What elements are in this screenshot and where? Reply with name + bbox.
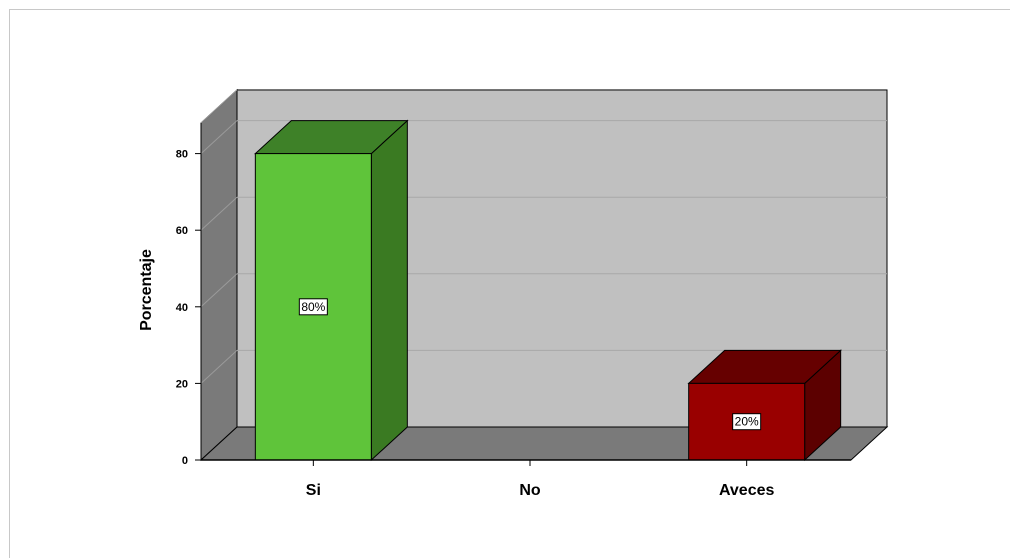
chart-frame [9, 9, 1010, 558]
left-wall [200, 88, 238, 462]
labels: 80% Si No 20% Aveces 0 20 40 60 80 [176, 149, 775, 499]
y-tick-label: 60 [176, 225, 188, 237]
y-tick-label: 20 [176, 378, 188, 390]
category-label-si: Si [306, 482, 321, 499]
gridline-left [200, 196, 238, 231]
data-label-si: 80% [301, 300, 325, 314]
gridline-left [200, 273, 238, 308]
y-axis-label: Porcentaje [138, 249, 155, 331]
data-label-box-aveces [732, 413, 762, 431]
bar-side-si [370, 119, 408, 462]
gridline-left [200, 120, 238, 154]
y-tick-label: 40 [176, 302, 188, 314]
y-tick-label: 0 [182, 455, 188, 467]
gridline-left [200, 89, 238, 124]
data-label-aveces: 20% [735, 415, 759, 429]
data-label-box-si [298, 298, 328, 316]
category-label-aveces: Aveces [719, 482, 775, 499]
y-tick-label: 80 [176, 149, 188, 161]
category-label-no: No [519, 482, 541, 499]
axes [195, 122, 851, 466]
gridline-left [200, 350, 238, 384]
